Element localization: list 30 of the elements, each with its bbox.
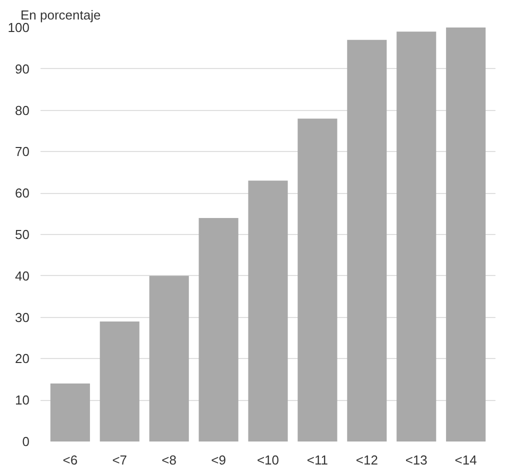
- y-tick-label: 60: [15, 186, 30, 201]
- x-tick-label: <6: [62, 452, 78, 468]
- x-tick-label: <14: [454, 452, 477, 468]
- y-tick-label: 20: [15, 351, 30, 366]
- bar: [446, 28, 486, 442]
- x-tick-label: <7: [112, 452, 128, 468]
- x-tick-label: <11: [306, 452, 328, 468]
- y-tick-label: 50: [15, 227, 30, 242]
- y-tick-label: 100: [8, 20, 30, 35]
- x-tick-label: <12: [356, 452, 378, 468]
- bar: [396, 32, 436, 442]
- y-tick-label: 10: [15, 392, 30, 408]
- bar: [100, 321, 140, 442]
- x-tick-label: <9: [211, 452, 226, 468]
- bar: [50, 384, 90, 442]
- x-tick-label: <10: [256, 452, 280, 468]
- y-tick-label: 30: [15, 310, 30, 325]
- y-tick-label: 40: [15, 268, 30, 284]
- y-axis-title: En porcentaje: [20, 8, 101, 22]
- x-tick-label: <13: [405, 452, 428, 468]
- y-tick-label: 80: [15, 102, 30, 118]
- y-tick-label: 70: [15, 144, 30, 160]
- y-tick-label: 90: [15, 61, 30, 76]
- bar: [347, 40, 387, 442]
- bar: [248, 180, 288, 442]
- y-tick-label: 0: [22, 434, 30, 449]
- x-tick-label: <8: [162, 452, 177, 468]
- bar: [298, 118, 338, 442]
- bar: [198, 218, 238, 442]
- bar: [149, 276, 189, 442]
